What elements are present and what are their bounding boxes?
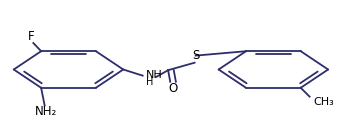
Text: F: F <box>28 30 35 43</box>
Text: H: H <box>146 77 153 87</box>
Text: NH: NH <box>146 70 162 80</box>
Text: CH₃: CH₃ <box>313 97 334 107</box>
Text: NH₂: NH₂ <box>35 105 58 118</box>
Text: O: O <box>168 82 178 95</box>
Text: S: S <box>192 49 199 62</box>
